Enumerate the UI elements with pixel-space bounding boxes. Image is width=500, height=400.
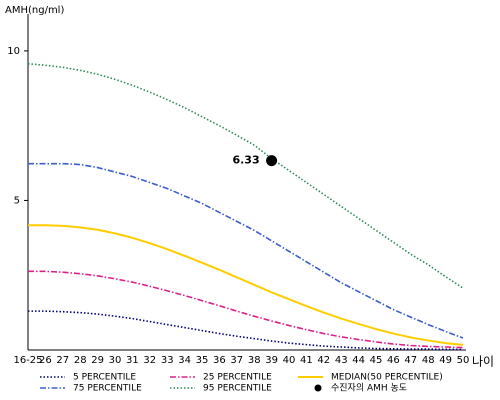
legend-label: 75 PERCENTILE xyxy=(73,384,142,394)
x-tick-label: 32 xyxy=(143,355,156,366)
x-tick-label: 29 xyxy=(91,355,104,366)
x-tick-label: 44 xyxy=(352,355,365,366)
legend-label: 25 PERCENTILE xyxy=(203,373,272,383)
x-tick-label: 41 xyxy=(300,355,313,366)
x-tick-label: 36 xyxy=(213,355,226,366)
x-tick-label: 48 xyxy=(422,355,435,366)
x-tick-label: 27 xyxy=(56,355,69,366)
legend-marker xyxy=(314,384,322,392)
y-tick-label: 10 xyxy=(7,46,20,57)
legend-label: 95 PERCENTILE xyxy=(203,384,272,394)
series-line xyxy=(27,62,464,289)
x-tick-label: 45 xyxy=(370,355,383,366)
legend-label: 5 PERCENTILE xyxy=(73,373,136,383)
x-tick-label: 35 xyxy=(196,355,209,366)
x-tick-label: 31 xyxy=(126,355,139,366)
data-point xyxy=(266,155,278,167)
x-tick-label: 30 xyxy=(109,355,122,366)
x-tick-label: 34 xyxy=(178,355,191,366)
series-line xyxy=(28,162,464,339)
data-label: 6.33 xyxy=(232,154,259,167)
series-line xyxy=(28,224,464,346)
x-tick-label: 28 xyxy=(74,355,87,366)
x-tick-label: 42 xyxy=(317,355,330,366)
x-tick-label: 33 xyxy=(161,355,174,366)
x-tick-label: 47 xyxy=(404,355,417,366)
x-tick-label: 46 xyxy=(387,355,400,366)
series-line xyxy=(28,310,463,351)
x-tick-label: 16-25 xyxy=(13,355,42,366)
legend-label: 수진자의 AMH 농도 xyxy=(331,383,407,394)
x-tick-label: 40 xyxy=(283,355,296,366)
x-axis-label: 나이 xyxy=(472,355,494,369)
x-tick-label: 50 xyxy=(457,355,470,366)
legend-label: MEDIAN(50 PERCENTILE) xyxy=(331,373,443,383)
x-tick-label: 39 xyxy=(265,355,278,366)
x-tick-label: 37 xyxy=(230,355,243,366)
y-axis-label: AMH(ng/ml) xyxy=(5,5,64,16)
x-tick-label: 43 xyxy=(335,355,348,366)
x-tick-label: 49 xyxy=(439,355,452,366)
series-line xyxy=(28,270,464,349)
y-tick-label: 5 xyxy=(14,195,20,206)
x-tick-label: 26 xyxy=(39,355,52,366)
x-tick-label: 38 xyxy=(248,355,261,366)
